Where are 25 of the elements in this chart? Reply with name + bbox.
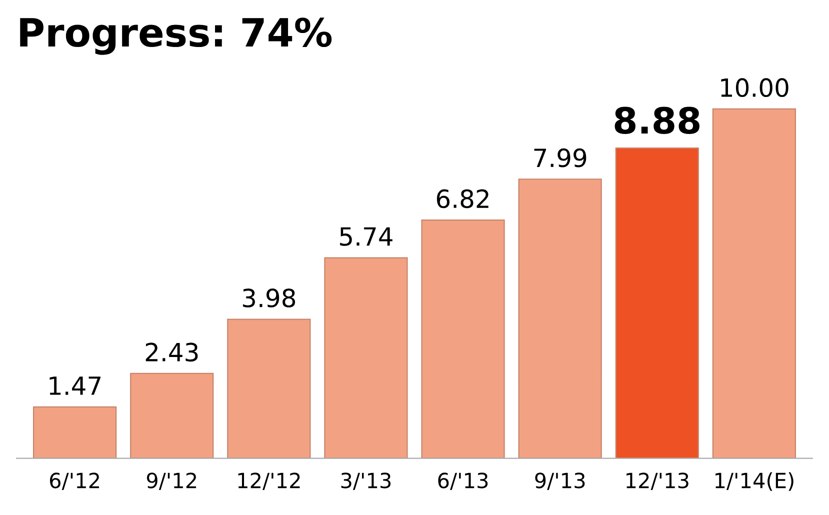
bar: [130, 372, 214, 458]
data-label: 8.88: [614, 106, 700, 134]
bar: [421, 219, 505, 458]
bar: [518, 178, 602, 458]
x-tick-label: 6/'13: [438, 472, 488, 490]
x-tick-label: 9/'12: [146, 472, 196, 490]
data-label: 10.00: [721, 78, 788, 98]
data-label: 6.82: [436, 189, 488, 208]
bar: [615, 147, 699, 458]
x-tick-label: 3/'13: [341, 472, 391, 490]
bar: [712, 108, 796, 458]
bar: [33, 406, 117, 458]
data-label: 1.47: [50, 376, 101, 395]
x-tick-label: 1/'14(E): [716, 472, 794, 491]
chart-title: Progress: 74%: [20, 18, 332, 55]
x-tick-label: 12/'13: [626, 472, 688, 490]
data-label: 5.74: [340, 227, 392, 246]
data-label: 7.99: [534, 148, 586, 168]
x-tick-label: 9/'13: [535, 472, 585, 490]
data-label: 3.98: [242, 288, 296, 308]
bar: [227, 318, 311, 458]
x-tick-label: 6/'12: [50, 472, 99, 490]
data-label: 2.43: [146, 342, 198, 362]
bar: [324, 257, 408, 458]
x-tick-label: 12/'12: [238, 472, 300, 490]
